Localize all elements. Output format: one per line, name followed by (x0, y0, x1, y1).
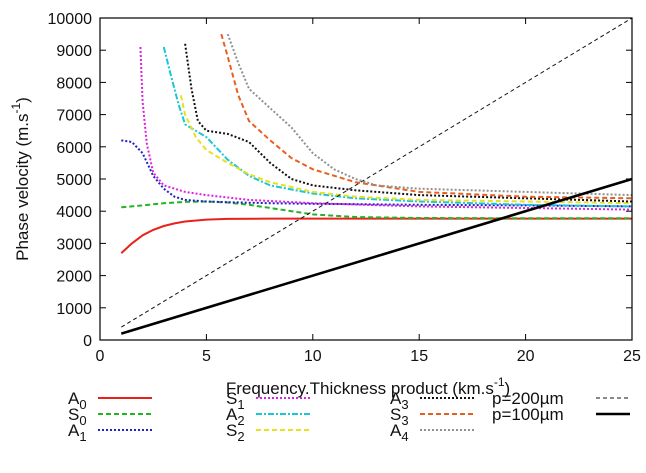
y-tick-label: 9000 (56, 43, 92, 60)
y-tick-label: 8000 (56, 75, 92, 92)
series-line-7 (220, 33, 633, 200)
axis-ticks (99, 17, 633, 341)
legend-label: S3 (390, 405, 409, 428)
legend-label: A1 (68, 421, 87, 444)
y-tick-label: 3000 (56, 236, 92, 253)
series-line-3 (139, 46, 633, 211)
y-tick-label: 10000 (48, 11, 93, 28)
legend-label: p=100µm (492, 405, 564, 424)
y-tick-label: 7000 (56, 108, 92, 125)
legend-label: A2 (226, 405, 245, 428)
y-tick-label: 4000 (56, 204, 92, 221)
x-tick-label: 15 (410, 348, 428, 365)
y-tick-label: 5000 (56, 172, 92, 189)
series-line-10 (120, 177, 633, 335)
legend-label: A0 (68, 389, 87, 412)
legend-label: A4 (390, 421, 409, 444)
series-line-9 (121, 17, 633, 328)
series-line-5 (179, 95, 633, 205)
legend-label: S0 (68, 405, 87, 428)
legend-label: A3 (390, 389, 409, 412)
legend-label: S2 (226, 421, 245, 444)
x-tick-label: 20 (517, 348, 535, 365)
y-tick-label: 6000 (56, 140, 92, 157)
y-tick-label: 1000 (56, 301, 92, 318)
legend-label: p=200µm (492, 389, 564, 408)
series-line-1 (121, 200, 632, 220)
legend-label: S1 (226, 389, 245, 412)
series-line-6 (184, 43, 633, 203)
x-tick-label: 25 (623, 348, 641, 365)
series-line-2 (121, 139, 633, 208)
x-tick-label: 10 (304, 348, 322, 365)
plot-frame (99, 17, 633, 341)
y-tick-label: 2000 (56, 269, 92, 286)
x-axis-label: Frequency.Thickness product (km.s-1) (226, 375, 510, 398)
x-tick-label: 5 (202, 348, 211, 365)
x-tick-label: 0 (96, 348, 105, 365)
series-line-8 (226, 33, 633, 197)
y-axis-label: Phase velocity (m.s-1) (9, 97, 32, 261)
plot-lines (120, 17, 633, 335)
tick-labels: 0 5 10 15 20 25 0 1000 2000 3000 4000 5000 6000 7000 8… (48, 11, 642, 365)
series-line-4 (162, 46, 633, 208)
series-line-0 (120, 217, 632, 254)
y-tick-label: 0 (83, 333, 92, 350)
